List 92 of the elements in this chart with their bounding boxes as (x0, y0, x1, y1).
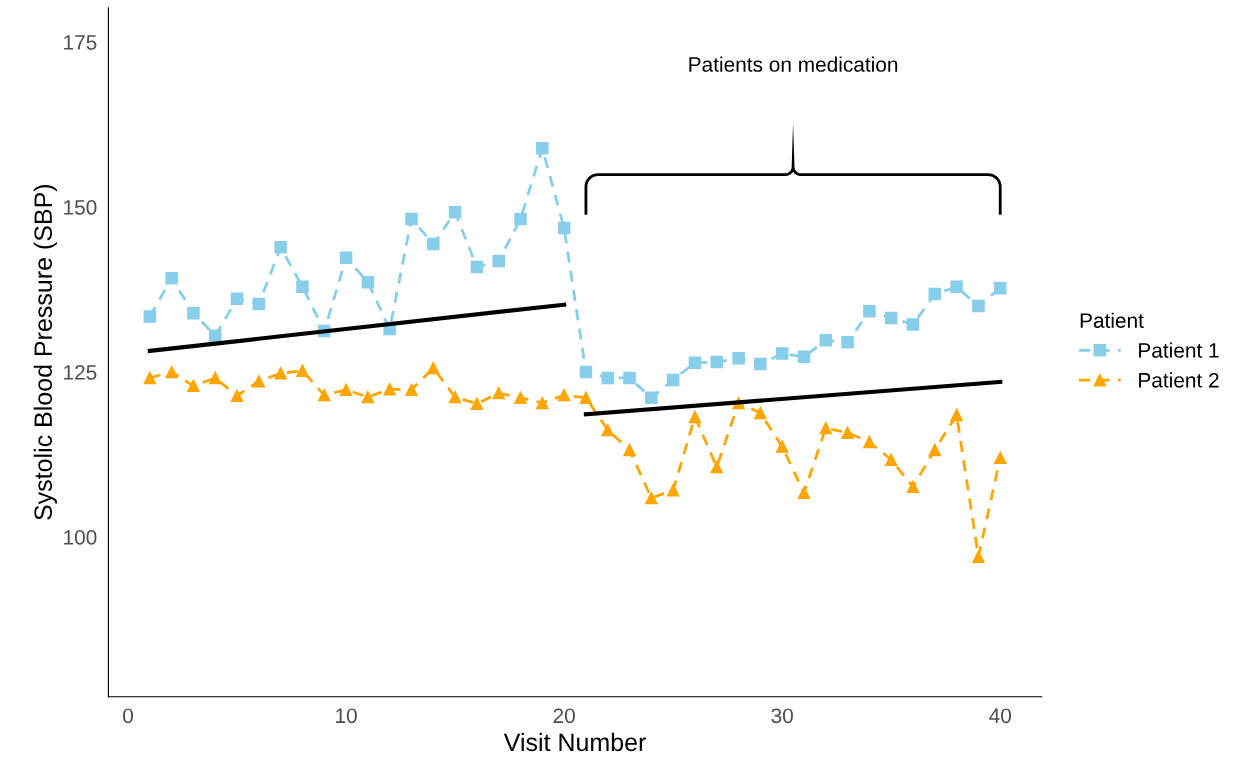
point (514, 391, 527, 404)
point (841, 426, 854, 439)
point (666, 373, 680, 387)
point (884, 453, 898, 467)
point (514, 212, 527, 226)
point (274, 241, 287, 254)
point (623, 443, 636, 457)
point (710, 460, 724, 474)
point (208, 329, 222, 342)
point (993, 281, 1007, 295)
point (165, 272, 178, 285)
point (754, 406, 767, 420)
point (143, 371, 157, 385)
x-tick-label: 20 (553, 708, 575, 724)
point (775, 347, 789, 360)
point (797, 350, 811, 364)
point (252, 297, 266, 311)
legend-label: Patient 1 (1139, 342, 1219, 358)
point (187, 307, 200, 320)
point (754, 357, 767, 371)
point (601, 423, 614, 437)
point (405, 212, 418, 226)
point (470, 397, 484, 410)
point (296, 280, 309, 294)
point (841, 336, 854, 349)
point (972, 299, 985, 313)
point (208, 371, 222, 385)
y-tick-label: 100 (64, 530, 97, 545)
point (339, 251, 353, 265)
point (274, 367, 287, 380)
point (383, 382, 396, 396)
point (361, 275, 375, 289)
point (448, 206, 462, 219)
point (339, 383, 353, 397)
x-tick-label: 10 (336, 708, 357, 724)
point (884, 311, 898, 325)
point (187, 379, 200, 393)
point (645, 491, 658, 505)
point (732, 351, 745, 365)
point (579, 365, 593, 379)
point (623, 371, 636, 385)
x-tick-label: 40 (989, 708, 1011, 724)
point (993, 451, 1007, 465)
y-tick-label: 125 (64, 365, 97, 380)
point (427, 237, 440, 251)
point (819, 334, 833, 347)
point (165, 365, 178, 379)
point (906, 318, 920, 331)
point (557, 388, 571, 402)
point (361, 390, 375, 404)
point (645, 391, 658, 404)
point (688, 356, 702, 370)
point (666, 483, 680, 497)
point (601, 371, 614, 385)
point (230, 292, 244, 305)
x-axis-title: Visit Number (503, 732, 646, 752)
point (143, 310, 157, 323)
point (427, 361, 440, 375)
point (797, 486, 811, 500)
y-axis-title: Systolic Blood Pressure (SBP) (33, 184, 57, 520)
point (579, 391, 593, 404)
point (775, 440, 789, 453)
point (950, 408, 963, 422)
x-tick-label: 0 (123, 708, 134, 724)
point (318, 388, 331, 402)
point (230, 389, 244, 403)
point (492, 254, 505, 268)
legend-title: Patient (1080, 312, 1144, 328)
point (448, 390, 462, 404)
point (863, 435, 876, 449)
point (405, 383, 418, 397)
point (819, 421, 833, 435)
point (710, 355, 724, 369)
point (492, 386, 505, 400)
legend-label: Patient 2 (1139, 372, 1219, 388)
point (972, 550, 985, 564)
x-tick-label: 30 (771, 708, 793, 724)
point (950, 280, 963, 294)
annotation: Patients on medication (689, 56, 898, 72)
point (557, 221, 571, 235)
y-tick-label: 175 (64, 35, 97, 50)
point (688, 410, 702, 424)
point (296, 364, 309, 377)
point (906, 480, 920, 494)
point (928, 443, 942, 457)
point (536, 396, 549, 410)
point (252, 374, 266, 388)
point (928, 287, 942, 301)
point (470, 260, 484, 274)
point (536, 142, 549, 155)
y-tick-label: 150 (64, 200, 97, 215)
point (863, 305, 876, 318)
